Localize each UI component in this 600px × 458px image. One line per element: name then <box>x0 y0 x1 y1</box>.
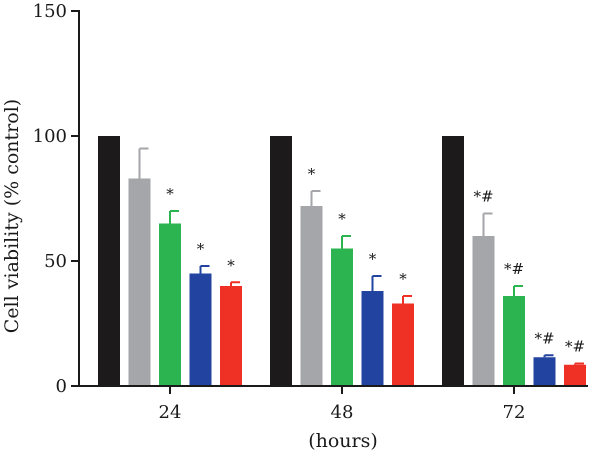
significance-marker: * <box>338 210 346 228</box>
bar <box>128 178 151 386</box>
significance-marker: *# <box>565 338 585 356</box>
bar <box>159 223 181 386</box>
bar <box>331 248 353 386</box>
y-axis-title: Cell viability (% control) <box>1 99 23 333</box>
bar <box>361 291 384 386</box>
y-axis-ticks: 0 50 100 150 <box>33 1 79 397</box>
bar <box>564 364 586 386</box>
bar <box>98 136 120 386</box>
x-tick-label: 48 <box>331 402 354 423</box>
y-tick-label: 100 <box>33 126 67 147</box>
x-tick-label: 72 <box>503 402 526 423</box>
bar <box>442 136 464 386</box>
x-tick-label: 24 <box>159 402 182 423</box>
x-axis-ticks: 24 48 72 <box>159 386 526 423</box>
significance-marker: * <box>166 185 174 203</box>
significance-marker: * <box>369 250 377 268</box>
bar <box>189 273 212 386</box>
bar <box>300 206 323 386</box>
bar <box>270 136 292 386</box>
significance-marker: * <box>197 240 205 258</box>
significance-marker: * <box>308 165 316 183</box>
bar <box>503 296 525 386</box>
y-tick-label: 150 <box>33 1 67 22</box>
significance-marker: * <box>227 256 235 274</box>
bar <box>392 303 414 386</box>
x-axis-title: (hours) <box>308 430 378 452</box>
y-tick-label: 50 <box>44 251 67 272</box>
significance-marker: *# <box>504 260 524 278</box>
significance-marker: * <box>399 270 407 288</box>
significance-marker: *# <box>473 188 493 206</box>
bar <box>472 236 495 386</box>
bar <box>220 286 242 386</box>
chart-marks: * * * * * * * *# *# *# *# <box>98 136 586 386</box>
significance-marker: *# <box>534 329 554 347</box>
y-tick-label: 0 <box>56 376 67 397</box>
bar <box>533 357 556 386</box>
